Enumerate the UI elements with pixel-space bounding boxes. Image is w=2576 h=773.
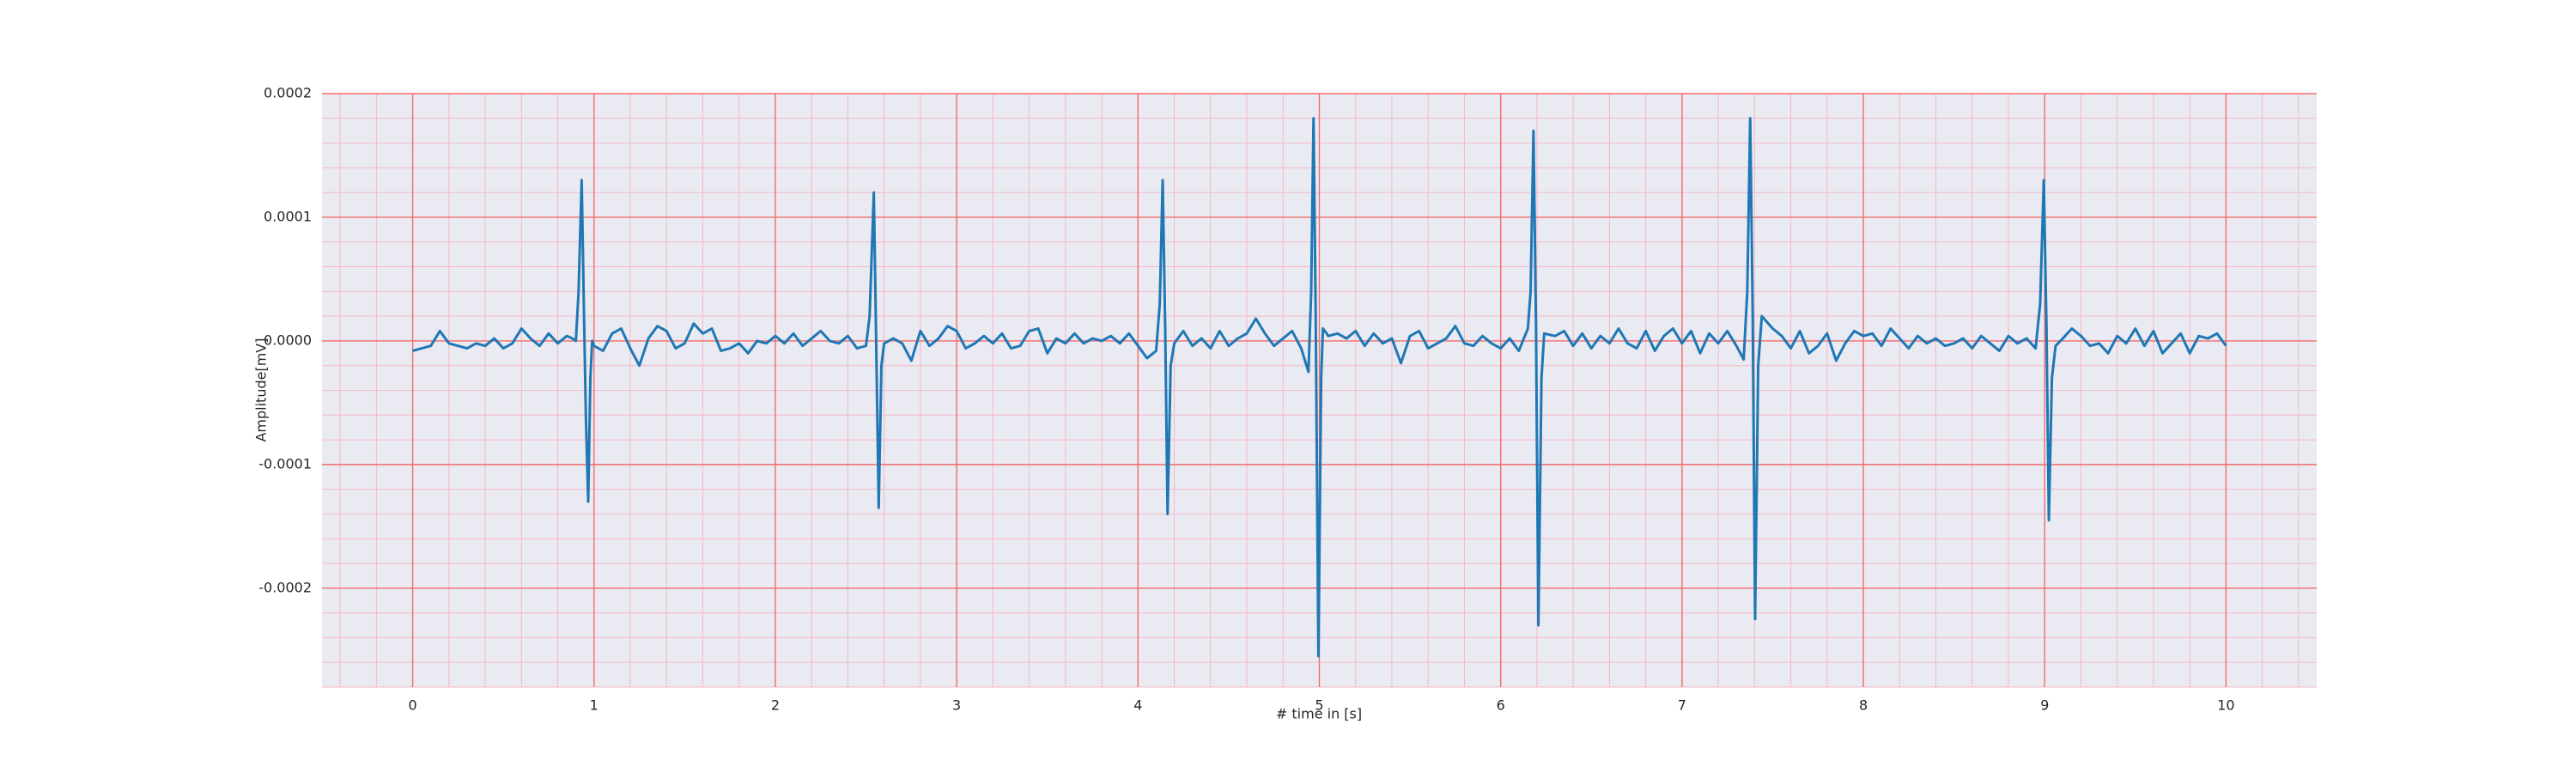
x-tick-label: 0 [408, 697, 416, 714]
signal-line [412, 117, 2227, 658]
x-tick-label: 1 [590, 697, 598, 714]
y-tick-label: 0.0001 [264, 208, 312, 224]
x-tick-label: 8 [1859, 697, 1868, 714]
y-axis-label: Amplitude[mV] [253, 338, 270, 441]
x-tick-label: 2 [771, 697, 780, 714]
x-tick-label: 3 [952, 697, 961, 714]
x-tick-label: 9 [2040, 697, 2049, 714]
x-axis-label: # time in [s] [1276, 706, 1362, 722]
x-tick-label: 5 [1315, 697, 1323, 714]
x-tick-label: 7 [1678, 697, 1686, 714]
y-tick-label: -0.0002 [258, 579, 312, 595]
x-tick-label: 10 [2217, 697, 2234, 714]
y-tick-label: -0.0001 [258, 455, 312, 472]
y-tick-label: 0.0002 [264, 85, 312, 101]
x-tick-label: 4 [1133, 697, 1142, 714]
y-tick-label: 0.0000 [264, 332, 312, 348]
x-tick-label: 6 [1497, 697, 1505, 714]
